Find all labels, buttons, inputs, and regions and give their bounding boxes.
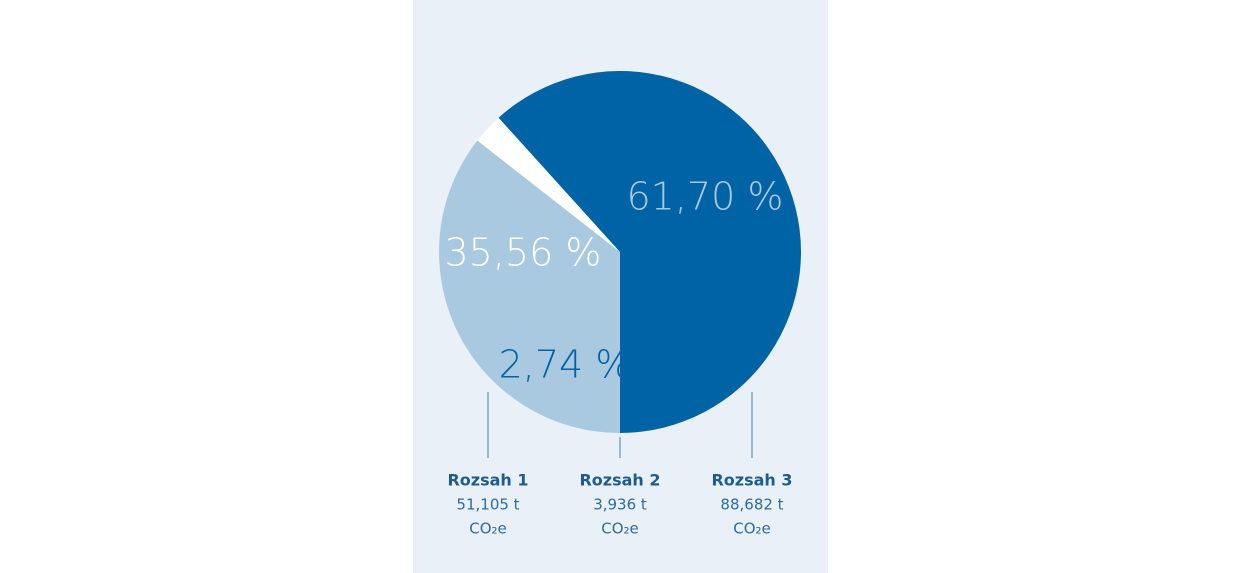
legend-unit: CO₂e (469, 520, 507, 538)
legend-name: Rozsah 3 (711, 471, 792, 490)
legend-name: Rozsah 1 (447, 471, 528, 490)
legend-unit: CO₂e (733, 520, 771, 538)
value-label: 61,70 % (627, 175, 784, 219)
legend-name: Rozsah 2 (579, 471, 660, 490)
pie-slice (477, 117, 620, 252)
value-label: 35,56 % (445, 231, 602, 275)
pie-slice (438, 140, 620, 433)
legend-amount: 51,105 t (456, 496, 519, 514)
pie-slice (498, 71, 801, 434)
value-label: 2,74 % (499, 343, 632, 387)
legend-amount: 3,936 t (593, 496, 647, 514)
legend-amount: 88,682 t (720, 496, 783, 514)
legend-unit: CO₂e (601, 520, 639, 538)
